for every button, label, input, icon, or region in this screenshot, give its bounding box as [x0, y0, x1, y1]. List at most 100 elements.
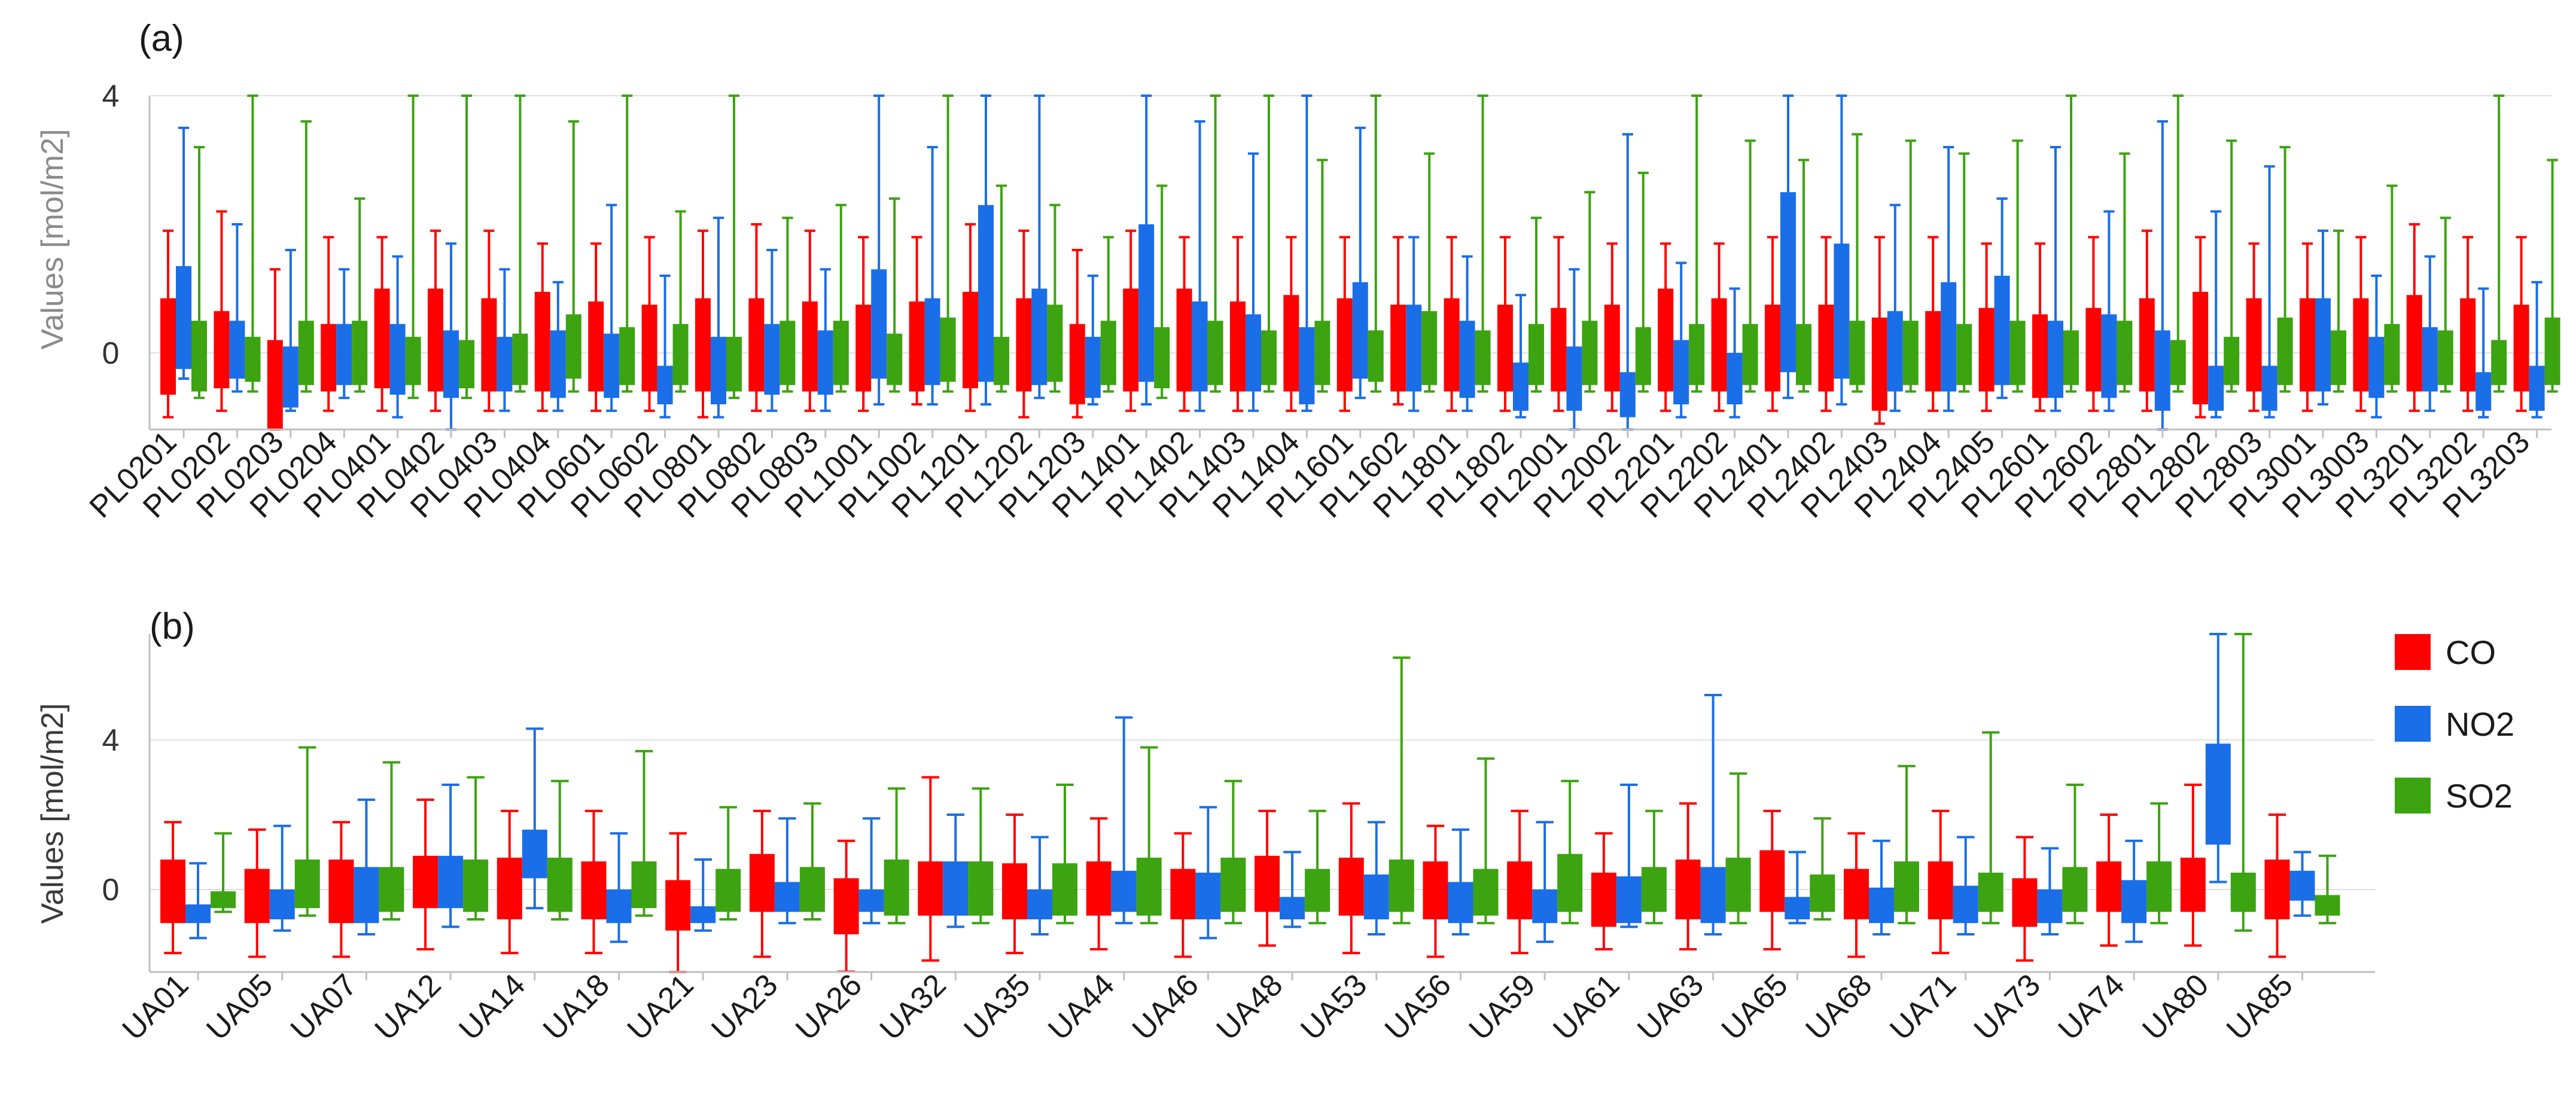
- box-so2: [1136, 857, 1162, 916]
- box-so2: [352, 321, 368, 385]
- box-no2: [1532, 889, 1558, 924]
- box-no2: [354, 867, 379, 924]
- group-pl0202: [214, 95, 261, 412]
- box-so2: [799, 867, 825, 912]
- xtick-label-ua46: UA46: [1126, 967, 1205, 1047]
- box-no2: [1195, 872, 1221, 919]
- box-co: [1230, 301, 1246, 392]
- box-co: [160, 298, 176, 395]
- box-no2: [2529, 365, 2545, 411]
- box-so2: [294, 860, 320, 909]
- group-ua46: [1170, 779, 1246, 958]
- box-no2: [1246, 314, 1261, 392]
- group-ua53: [1338, 656, 1414, 955]
- group-pl1802: [1497, 217, 1544, 419]
- group-ua71: [1928, 731, 2003, 955]
- box-so2: [1421, 311, 1438, 385]
- box-co: [1765, 304, 1780, 392]
- box-no2: [1406, 304, 1422, 392]
- group-pl1001: [855, 95, 903, 412]
- xtick-label-ua48: UA48: [1210, 967, 1290, 1047]
- xtick-label-ua73: UA73: [1968, 967, 2047, 1047]
- group-pl0204: [321, 197, 368, 412]
- box-so2: [968, 861, 994, 916]
- group-pl0601: [588, 95, 635, 412]
- group-pl0203: [267, 120, 314, 431]
- legend-swatch-no2: [2395, 706, 2431, 742]
- box-so2: [1473, 869, 1499, 916]
- group-pl2402: [1818, 95, 1865, 412]
- box-no2: [1566, 346, 1582, 411]
- ytick-label: 4: [102, 723, 120, 758]
- group-pl2801: [2139, 95, 2186, 431]
- group-ua05: [244, 746, 320, 958]
- box-so2: [2117, 321, 2133, 385]
- box-co: [2406, 295, 2422, 392]
- box-so2: [780, 321, 796, 385]
- xtick-label-ua14: UA14: [452, 967, 532, 1047]
- group-pl2202: [1711, 139, 1758, 419]
- group-pl2001: [1551, 191, 1598, 431]
- group-pl0802: [748, 217, 796, 412]
- box-co: [2264, 860, 2290, 919]
- box-no2: [1352, 282, 1368, 379]
- box-no2: [871, 269, 887, 379]
- box-co: [2460, 298, 2476, 392]
- xtick-label-ua59: UA59: [1463, 967, 1542, 1047]
- box-so2: [1635, 327, 1651, 385]
- box-co: [2353, 298, 2369, 392]
- group-ua48: [1254, 809, 1330, 947]
- xtick-label-ua85: UA85: [2220, 967, 2300, 1047]
- box-no2: [1727, 353, 1743, 404]
- box-no2: [438, 855, 464, 909]
- ytick-label: 4: [102, 79, 120, 114]
- group-pl3201: [2406, 217, 2453, 412]
- box-co: [2032, 314, 2048, 398]
- box-co: [214, 311, 230, 389]
- box-no2: [336, 324, 352, 385]
- panel-b-ylabel: Values [mol/m2]: [35, 703, 70, 924]
- box-no2: [1941, 282, 1957, 392]
- group-ua07: [328, 761, 404, 958]
- group-ua12: [413, 776, 489, 950]
- box-co: [1336, 298, 1353, 392]
- box-so2: [245, 337, 261, 382]
- group-ua61: [1591, 784, 1667, 950]
- group-pl0404: [534, 120, 581, 412]
- box-so2: [2009, 321, 2026, 385]
- box-so2: [1725, 857, 1751, 912]
- box-no2: [1280, 897, 1305, 919]
- group-ua35: [1002, 784, 1077, 955]
- box-no2: [858, 889, 884, 912]
- box-no2: [1085, 337, 1101, 398]
- box-no2: [1031, 288, 1048, 385]
- group-pl2802: [2193, 139, 2240, 419]
- box-so2: [994, 337, 1009, 385]
- group-ua23: [749, 802, 825, 958]
- xtick-label-ua32: UA32: [873, 967, 953, 1047]
- xtick-label-ua53: UA53: [1294, 967, 1374, 1047]
- box-so2: [1742, 324, 1758, 385]
- group-ua56: [1423, 757, 1499, 958]
- group-pl1201: [963, 95, 1009, 412]
- box-co: [1928, 861, 1953, 919]
- group-pl1401: [1123, 95, 1170, 412]
- box-so2: [2384, 324, 2400, 385]
- group-pl3003: [2353, 184, 2400, 419]
- box-no2: [497, 337, 513, 392]
- xtick-label-ua21: UA21: [621, 967, 701, 1047]
- box-no2: [2121, 880, 2147, 924]
- box-so2: [631, 861, 657, 909]
- panel-b-xticks: UA01 UA05 UA07 UA12 UA14 UA18 UA21 UA23 UA26 UA32…: [115, 967, 2303, 1047]
- box-no2: [229, 321, 245, 379]
- box-so2: [2277, 317, 2293, 385]
- legend-swatch-co: [2395, 634, 2431, 670]
- group-pl1002: [909, 95, 956, 406]
- box-so2: [726, 337, 742, 392]
- box-so2: [1154, 327, 1170, 389]
- box-so2: [2063, 330, 2079, 385]
- group-pl3203: [2513, 159, 2560, 419]
- box-no2: [764, 324, 780, 395]
- box-co: [1818, 304, 1834, 392]
